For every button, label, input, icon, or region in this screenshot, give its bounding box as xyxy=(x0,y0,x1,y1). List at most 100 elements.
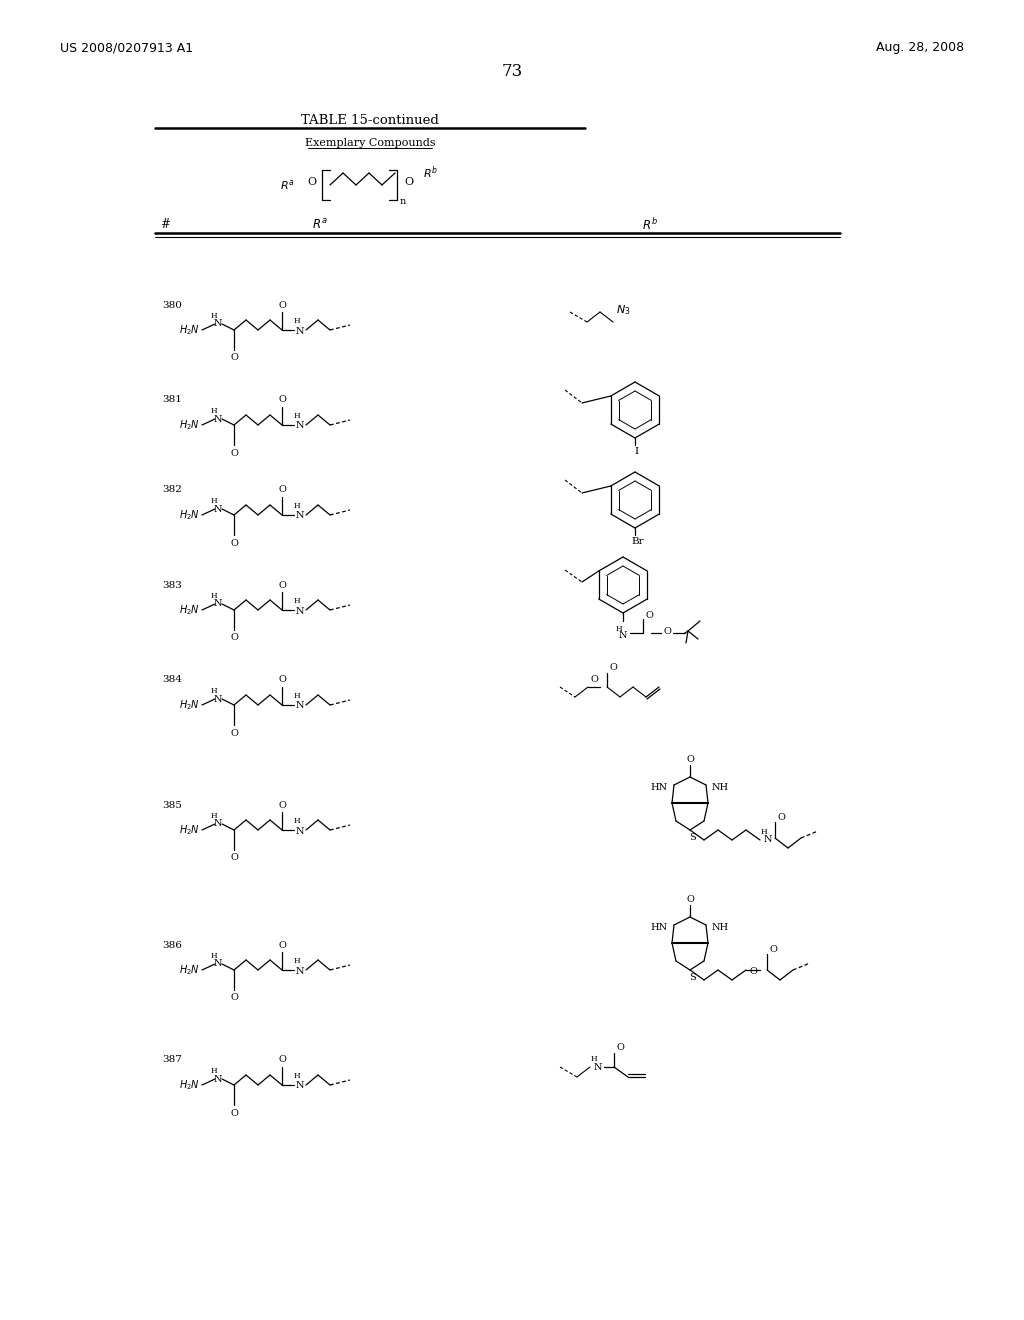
Text: 73: 73 xyxy=(502,63,522,81)
Text: $H_2N$: $H_2N$ xyxy=(179,323,200,337)
Text: O: O xyxy=(686,895,694,904)
Text: O: O xyxy=(230,854,238,862)
Text: O: O xyxy=(590,676,598,685)
Text: N: N xyxy=(296,421,304,430)
Text: 386: 386 xyxy=(162,940,182,949)
Text: H: H xyxy=(211,591,217,601)
Text: O: O xyxy=(750,968,757,977)
Text: N: N xyxy=(764,836,772,845)
Text: H: H xyxy=(615,624,623,634)
Text: $R^a$: $R^a$ xyxy=(281,178,295,191)
Text: HN: HN xyxy=(651,783,668,792)
Text: O: O xyxy=(230,449,238,458)
Text: N: N xyxy=(214,694,222,704)
Text: H: H xyxy=(294,957,300,965)
Text: Exemplary Compounds: Exemplary Compounds xyxy=(305,139,435,148)
Text: N: N xyxy=(214,1074,222,1084)
Text: H: H xyxy=(294,502,300,510)
Text: HN: HN xyxy=(651,923,668,932)
Text: N: N xyxy=(214,504,222,513)
Text: H: H xyxy=(761,828,767,836)
Text: N: N xyxy=(594,1063,602,1072)
Text: $H_2N$: $H_2N$ xyxy=(179,698,200,711)
Text: O: O xyxy=(664,627,671,635)
Text: O: O xyxy=(279,676,286,685)
Text: H: H xyxy=(211,407,217,414)
Text: N: N xyxy=(296,606,304,615)
Text: O: O xyxy=(279,940,286,949)
Text: $R^b$: $R^b$ xyxy=(423,165,438,181)
Text: 383: 383 xyxy=(162,581,182,590)
Text: N: N xyxy=(296,1081,304,1090)
Text: H: H xyxy=(211,812,217,820)
Text: O: O xyxy=(230,354,238,363)
Text: $R^b$: $R^b$ xyxy=(642,216,658,232)
Text: NH: NH xyxy=(712,923,729,932)
Text: $H_2N$: $H_2N$ xyxy=(179,964,200,977)
Text: N: N xyxy=(296,826,304,836)
Text: N: N xyxy=(214,820,222,829)
Text: $H_2N$: $H_2N$ xyxy=(179,824,200,837)
Text: O: O xyxy=(230,634,238,643)
Text: $H_2N$: $H_2N$ xyxy=(179,603,200,616)
Text: 387: 387 xyxy=(162,1056,182,1064)
Text: N: N xyxy=(214,599,222,609)
Text: NH: NH xyxy=(712,783,729,792)
Text: S: S xyxy=(689,974,696,982)
Text: H: H xyxy=(211,1067,217,1074)
Text: N: N xyxy=(214,319,222,329)
Text: H: H xyxy=(294,317,300,325)
Text: N: N xyxy=(296,966,304,975)
Text: N: N xyxy=(214,414,222,424)
Text: O: O xyxy=(279,581,286,590)
Text: O: O xyxy=(616,1044,624,1052)
Text: 385: 385 xyxy=(162,800,182,809)
Text: N: N xyxy=(214,960,222,969)
Text: 380: 380 xyxy=(162,301,182,309)
Text: O: O xyxy=(609,664,616,672)
Text: H: H xyxy=(294,817,300,825)
Text: H: H xyxy=(294,597,300,605)
Text: N: N xyxy=(296,511,304,520)
Text: H: H xyxy=(294,412,300,420)
Text: $H_2N$: $H_2N$ xyxy=(179,418,200,432)
Text: H: H xyxy=(211,686,217,696)
Text: 384: 384 xyxy=(162,676,182,685)
Text: I: I xyxy=(635,447,639,457)
Text: O: O xyxy=(404,177,414,187)
Text: O: O xyxy=(230,994,238,1002)
Text: O: O xyxy=(230,729,238,738)
Text: H: H xyxy=(591,1055,597,1063)
Text: #: # xyxy=(160,219,170,231)
Text: 381: 381 xyxy=(162,396,182,404)
Text: H: H xyxy=(211,498,217,506)
Text: O: O xyxy=(230,539,238,548)
Text: $H_2N$: $H_2N$ xyxy=(179,1078,200,1092)
Text: O: O xyxy=(279,486,286,495)
Text: O: O xyxy=(279,301,286,309)
Text: O: O xyxy=(777,813,785,822)
Text: O: O xyxy=(307,177,316,187)
Text: O: O xyxy=(279,800,286,809)
Text: H: H xyxy=(294,692,300,700)
Text: $N_3$: $N_3$ xyxy=(616,304,631,317)
Text: N: N xyxy=(618,631,628,639)
Text: n: n xyxy=(400,198,407,206)
Text: US 2008/0207913 A1: US 2008/0207913 A1 xyxy=(60,41,194,54)
Text: H: H xyxy=(211,952,217,960)
Text: O: O xyxy=(686,755,694,764)
Text: Br: Br xyxy=(632,537,644,546)
Text: S: S xyxy=(689,833,696,842)
Text: $H_2N$: $H_2N$ xyxy=(179,508,200,521)
Text: O: O xyxy=(279,1056,286,1064)
Text: N: N xyxy=(296,326,304,335)
Text: O: O xyxy=(279,396,286,404)
Text: N: N xyxy=(296,701,304,710)
Text: $R^a$: $R^a$ xyxy=(312,218,328,232)
Text: Aug. 28, 2008: Aug. 28, 2008 xyxy=(876,41,964,54)
Text: O: O xyxy=(230,1109,238,1118)
Text: O: O xyxy=(769,945,777,954)
Text: TABLE 15-continued: TABLE 15-continued xyxy=(301,114,439,127)
Text: H: H xyxy=(294,1072,300,1080)
Text: 382: 382 xyxy=(162,486,182,495)
